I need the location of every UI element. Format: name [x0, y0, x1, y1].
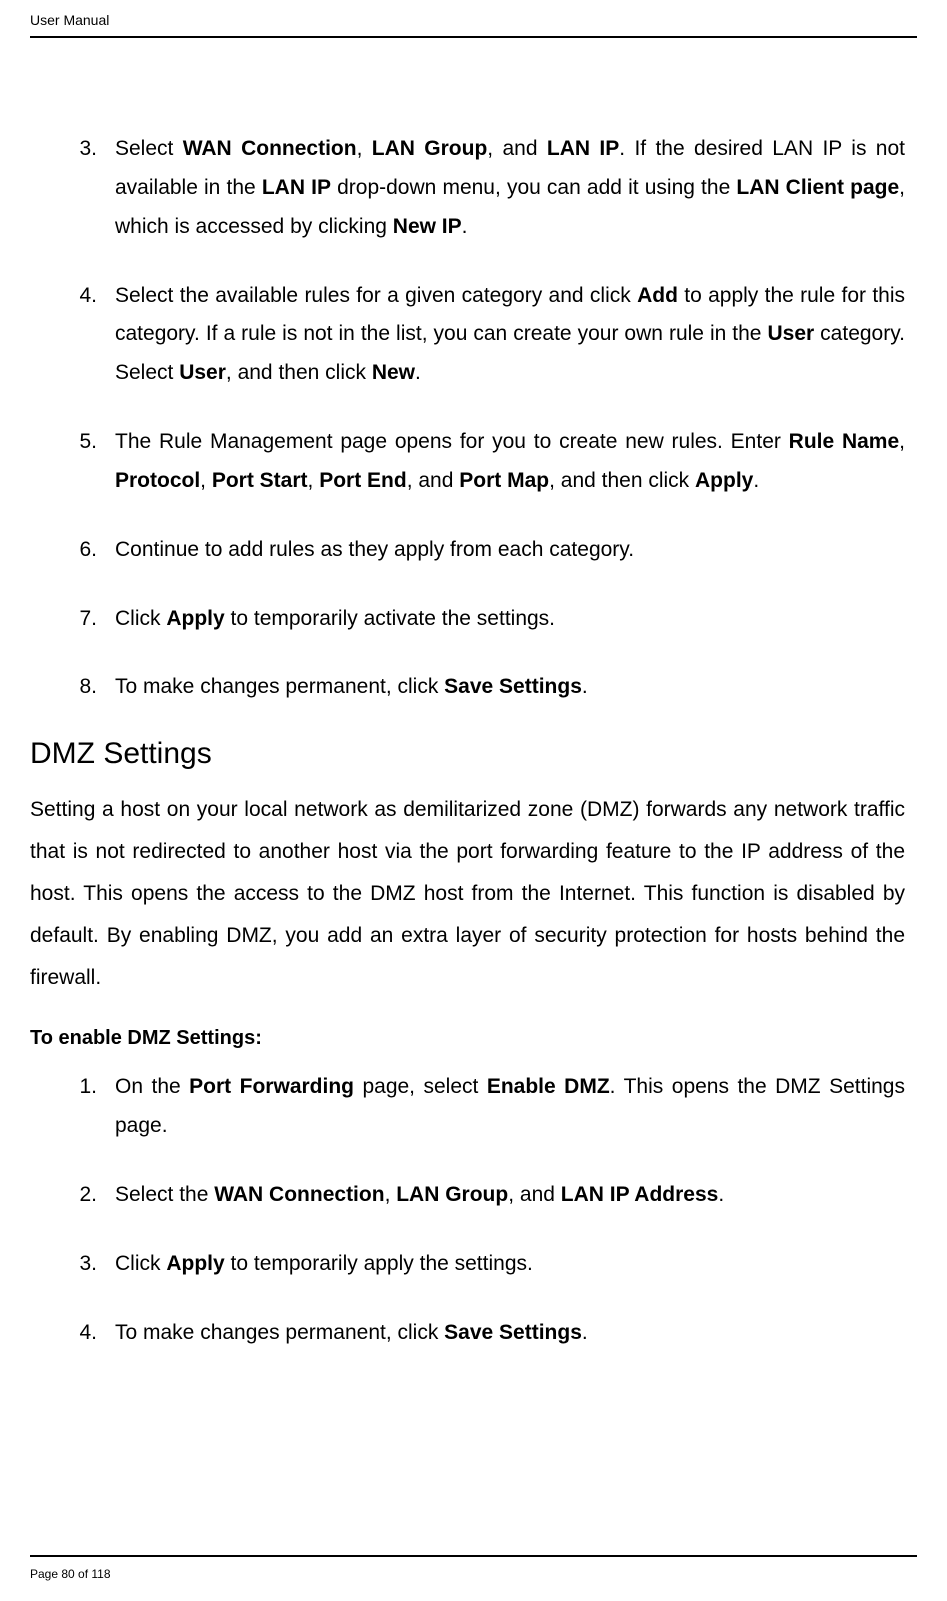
list-item: 4.To make changes permanent, click Save … — [60, 1314, 905, 1353]
page-content: 3.Select WAN Connection, LAN Group, and … — [60, 130, 905, 1383]
list-item: 2.Select the WAN Connection, LAN Group, … — [60, 1176, 905, 1215]
text-run: , — [899, 430, 905, 453]
list-item-number: 6. — [60, 531, 115, 570]
header-rule — [30, 36, 917, 38]
text-run: , and — [508, 1183, 561, 1206]
list-item-text: Select the available rules for a given c… — [115, 277, 905, 394]
list-item-number: 1. — [60, 1068, 115, 1146]
ordered-list-2: 1.On the Port Forwarding page, select En… — [60, 1068, 905, 1352]
list-item-number: 2. — [60, 1176, 115, 1215]
list-item: 6.Continue to add rules as they apply fr… — [60, 531, 905, 570]
list-item: 1.On the Port Forwarding page, select En… — [60, 1068, 905, 1146]
footer-rule — [30, 1555, 917, 1557]
text-run: . — [718, 1183, 724, 1206]
text-run: , and — [407, 469, 460, 492]
bold-term: LAN IP — [547, 137, 619, 160]
dmz-description: Setting a host on your local network as … — [0, 789, 905, 999]
text-run: Click — [115, 1252, 166, 1275]
bold-term: LAN IP Address — [561, 1183, 719, 1206]
list-item-number: 4. — [60, 1314, 115, 1353]
subheading-enable-dmz: To enable DMZ Settings: — [0, 1027, 905, 1050]
text-run: , — [385, 1183, 397, 1206]
list-item-number: 4. — [60, 277, 115, 394]
bold-term: LAN Group — [372, 137, 488, 160]
text-run: to temporarily apply the settings. — [225, 1252, 533, 1275]
list-item-text: To make changes permanent, click Save Se… — [115, 1314, 905, 1353]
text-run: page, select — [354, 1075, 487, 1098]
text-run: drop-down menu, you can add it using the — [331, 176, 736, 199]
list-item: 5.The Rule Management page opens for you… — [60, 423, 905, 501]
text-run: To make changes permanent, click — [115, 675, 444, 698]
section-heading-dmz: DMZ Settings — [0, 737, 905, 771]
text-run: Select — [115, 137, 183, 160]
text-run: , — [308, 469, 320, 492]
bold-term: Save Settings — [444, 1321, 582, 1344]
list-item-number: 7. — [60, 600, 115, 639]
ordered-list-1: 3.Select WAN Connection, LAN Group, and … — [60, 130, 905, 707]
list-item-text: Select the WAN Connection, LAN Group, an… — [115, 1176, 905, 1215]
text-run: , — [200, 469, 212, 492]
list-item-number: 8. — [60, 668, 115, 707]
bold-term: Port Start — [212, 469, 308, 492]
bold-term: Apply — [166, 607, 224, 630]
text-run: Select the — [115, 1183, 214, 1206]
bold-term: User — [179, 361, 226, 384]
footer-page-number: Page 80 of 118 — [30, 1567, 111, 1581]
list-item-number: 5. — [60, 423, 115, 501]
list-item: 4.Select the available rules for a given… — [60, 277, 905, 394]
text-run: . — [462, 215, 468, 238]
list-item-text: The Rule Management page opens for you t… — [115, 423, 905, 501]
text-run: . — [582, 1321, 588, 1344]
bold-term: New IP — [393, 215, 462, 238]
text-run: Click — [115, 607, 166, 630]
list-item: 3.Select WAN Connection, LAN Group, and … — [60, 130, 905, 247]
list-item-text: On the Port Forwarding page, select Enab… — [115, 1068, 905, 1146]
text-run: . — [753, 469, 759, 492]
list-item-number: 3. — [60, 1245, 115, 1284]
bold-term: WAN Connection — [214, 1183, 384, 1206]
text-run: , and then click — [549, 469, 695, 492]
bold-term: Save Settings — [444, 675, 582, 698]
text-run: . — [415, 361, 421, 384]
bold-term: User — [767, 322, 814, 345]
text-run: Select the available rules for a given c… — [115, 284, 637, 307]
bold-term: Port End — [319, 469, 407, 492]
text-run: On the — [115, 1075, 189, 1098]
bold-term: Apply — [695, 469, 753, 492]
list-item-text: Click Apply to temporarily apply the set… — [115, 1245, 905, 1284]
bold-term: Apply — [166, 1252, 224, 1275]
text-run: The Rule Management page opens for you t… — [115, 430, 789, 453]
bold-term: New — [372, 361, 415, 384]
text-run: , and then click — [226, 361, 372, 384]
list-item-text: To make changes permanent, click Save Se… — [115, 668, 905, 707]
list-item-text: Select WAN Connection, LAN Group, and LA… — [115, 130, 905, 247]
list-item: 8.To make changes permanent, click Save … — [60, 668, 905, 707]
bold-term: Enable DMZ — [487, 1075, 610, 1098]
list-item-text: Click Apply to temporarily activate the … — [115, 600, 905, 639]
text-run: Continue to add rules as they apply from… — [115, 538, 634, 561]
header-title: User Manual — [30, 12, 109, 28]
bold-term: Port Map — [459, 469, 549, 492]
text-run: , and — [487, 137, 547, 160]
bold-term: Port Forwarding — [189, 1075, 354, 1098]
bold-term: LAN Client page — [736, 176, 899, 199]
bold-term: Rule Name — [789, 430, 900, 453]
text-run: , — [357, 137, 372, 160]
list-item-text: Continue to add rules as they apply from… — [115, 531, 905, 570]
list-item: 3.Click Apply to temporarily apply the s… — [60, 1245, 905, 1284]
bold-term: Add — [637, 284, 678, 307]
list-item: 7.Click Apply to temporarily activate th… — [60, 600, 905, 639]
text-run: . — [582, 675, 588, 698]
bold-term: WAN Connection — [183, 137, 357, 160]
text-run: To make changes permanent, click — [115, 1321, 444, 1344]
text-run: to temporarily activate the settings. — [225, 607, 555, 630]
bold-term: Protocol — [115, 469, 200, 492]
bold-term: LAN Group — [396, 1183, 508, 1206]
list-item-number: 3. — [60, 130, 115, 247]
bold-term: LAN IP — [262, 176, 331, 199]
